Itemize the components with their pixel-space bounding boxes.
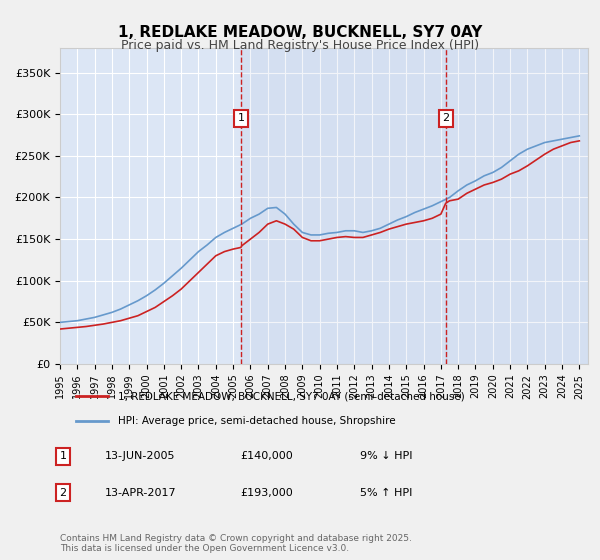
Text: Contains HM Land Registry data © Crown copyright and database right 2025.
This d: Contains HM Land Registry data © Crown c…: [60, 534, 412, 553]
Text: 1: 1: [59, 451, 67, 461]
Text: HPI: Average price, semi-detached house, Shropshire: HPI: Average price, semi-detached house,…: [118, 416, 396, 426]
Text: Price paid vs. HM Land Registry's House Price Index (HPI): Price paid vs. HM Land Registry's House …: [121, 39, 479, 52]
Text: 13-APR-2017: 13-APR-2017: [105, 488, 176, 498]
Text: £193,000: £193,000: [240, 488, 293, 498]
Text: 5% ↑ HPI: 5% ↑ HPI: [360, 488, 412, 498]
Text: 9% ↓ HPI: 9% ↓ HPI: [360, 451, 413, 461]
Text: 1, REDLAKE MEADOW, BUCKNELL, SY7 0AY: 1, REDLAKE MEADOW, BUCKNELL, SY7 0AY: [118, 25, 482, 40]
Text: 2: 2: [59, 488, 67, 498]
Text: 13-JUN-2005: 13-JUN-2005: [105, 451, 176, 461]
Text: £140,000: £140,000: [240, 451, 293, 461]
Bar: [446, 48, 588, 364]
Text: 1: 1: [238, 113, 244, 123]
Text: 2: 2: [442, 113, 449, 123]
Bar: [241, 48, 446, 364]
Text: 1, REDLAKE MEADOW, BUCKNELL, SY7 0AY (semi-detached house): 1, REDLAKE MEADOW, BUCKNELL, SY7 0AY (se…: [118, 391, 465, 402]
